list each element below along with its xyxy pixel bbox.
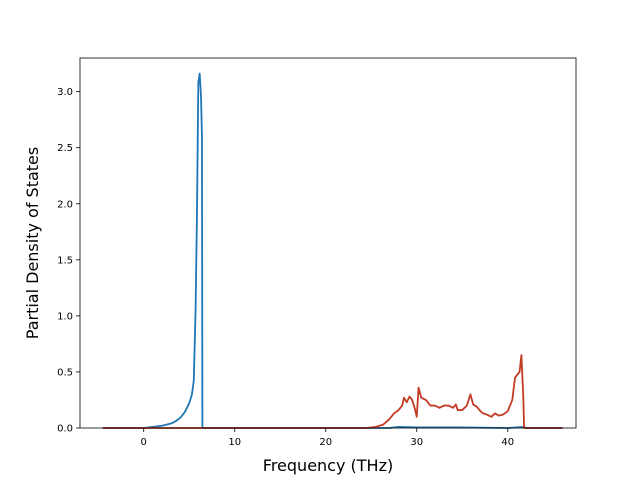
x-tick-label: 40 <box>501 437 514 448</box>
x-tick-label: 10 <box>228 437 241 448</box>
y-tick-label: 0.0 <box>57 424 73 435</box>
x-tick-label: 30 <box>410 437 423 448</box>
ticks-layer: 0 10 20 30 40 0.0 0.5 1.0 1.5 2.0 2.5 3.0 <box>57 87 514 448</box>
series-layer <box>102 72 563 429</box>
y-tick-label: 0.5 <box>57 367 73 378</box>
plot-background <box>80 58 576 428</box>
x-tick-label: 20 <box>319 437 332 448</box>
y-tick-label: 1.5 <box>57 255 73 266</box>
y-tick-label: 1.0 <box>57 311 73 322</box>
y-tick-label: 2.5 <box>57 143 73 154</box>
series-line-2 <box>102 354 563 429</box>
x-axis-label: Frequency (THz) <box>263 456 393 475</box>
x-tick-label: 0 <box>141 437 147 448</box>
y-tick-label: 2.0 <box>57 199 73 210</box>
y-axis-label: Partial Density of States <box>23 147 42 339</box>
series-line-1 <box>102 72 563 429</box>
plot-frame <box>79 57 577 429</box>
y-tick-label: 3.0 <box>57 87 73 98</box>
